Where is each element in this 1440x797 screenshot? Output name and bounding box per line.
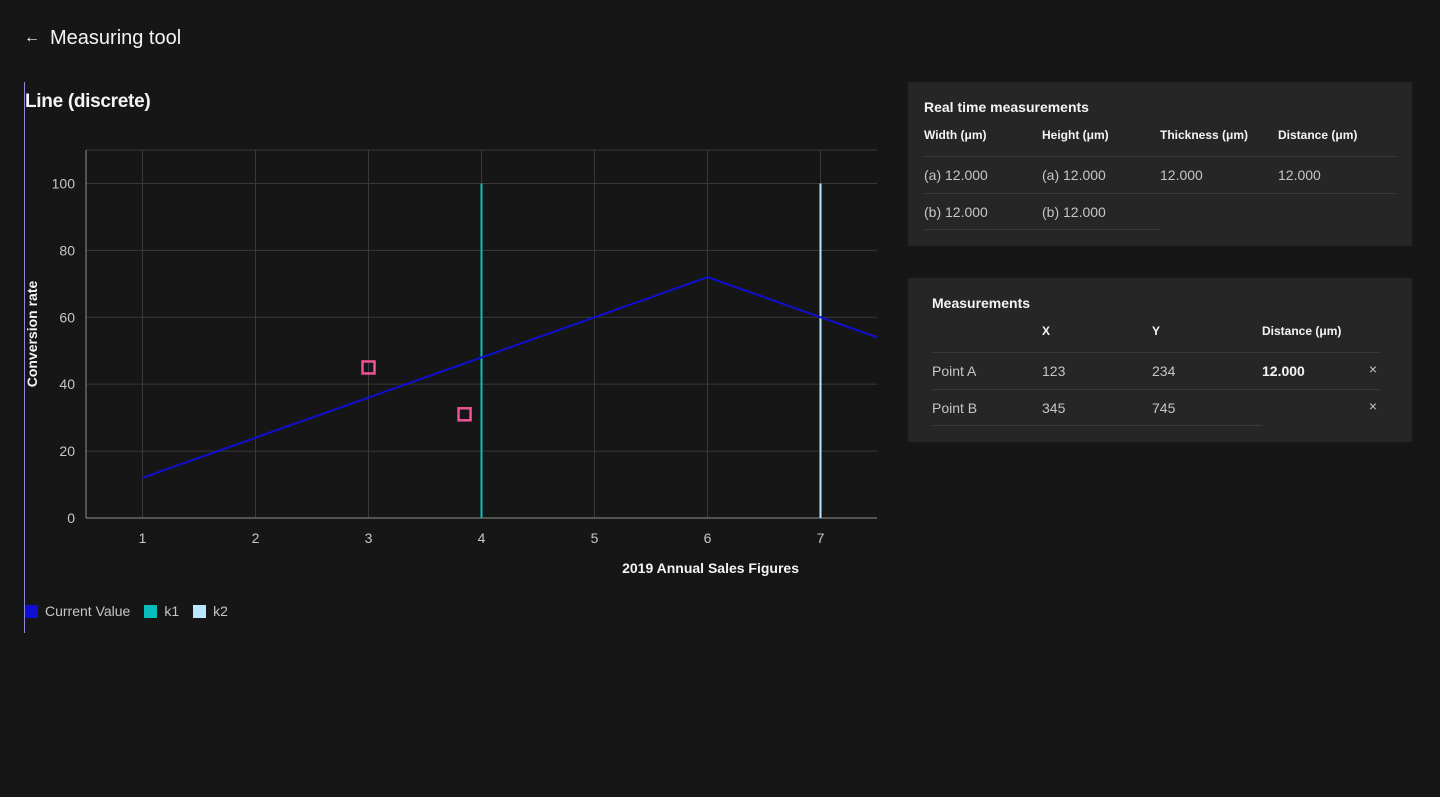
remove-point-b-close-icon[interactable]: × — [1368, 398, 1378, 414]
chart-panel: 0 20 40 60 80 100 1 2 3 4 5 6 7 2019 Annual Sales Fig… — [24, 82, 895, 633]
legend-label-k1: k1 — [164, 603, 180, 619]
header-height: Height (μm) — [1042, 128, 1109, 142]
width-b: (b) 12.000 — [924, 204, 988, 220]
x-tick-label: 3 — [365, 530, 373, 546]
y-tick-label: 20 — [59, 443, 75, 459]
legend-swatch-k2 — [193, 604, 207, 618]
legend-swatch-k1 — [144, 604, 158, 618]
measurements-table: X Y Distance (μm) Point A 123 234 12.000… — [932, 324, 1380, 426]
header-distance: Distance (μm) — [1278, 128, 1358, 142]
table-row: Point A 123 234 12.000 × — [932, 353, 1380, 390]
legend-item-k2[interactable]: k2 — [193, 603, 228, 619]
header-x: X — [1042, 324, 1051, 338]
y-tick-label: 40 — [59, 376, 75, 392]
realtime-measurements-card: Real time measurements Width (μm) Height… — [908, 82, 1412, 246]
x-tick-label: 4 — [478, 530, 486, 546]
x-tick-label: 5 — [591, 530, 599, 546]
remove-point-a-close-icon[interactable]: × — [1368, 361, 1378, 377]
y-tick-label: 80 — [59, 242, 75, 258]
chart-legend: Current Value k1 k2 — [25, 603, 242, 619]
series-line-current-value — [142, 276, 878, 479]
measurements-header-row: X Y Distance (μm) — [932, 324, 1380, 353]
width-a: (a) 12.000 — [924, 167, 988, 183]
table-row: (a) 12.000 (a) 12.000 12.000 12.000 — [924, 157, 1396, 194]
realtime-header-row: Width (μm) Height (μm) Thickness (μm) Di… — [924, 128, 1396, 157]
x-tick-label: 1 — [139, 530, 147, 546]
x-tick-label: 7 — [817, 530, 825, 546]
chart-title: Line (discrete) — [25, 91, 151, 112]
line-chart: 0 20 40 60 80 100 1 2 3 4 5 6 7 2019 Annual Sales Fig… — [24, 149, 878, 576]
measurements-title: Measurements — [932, 295, 1031, 311]
measurement-marker-b — [457, 407, 472, 422]
point-a-label: Point A — [932, 363, 977, 379]
legend-label-current-value: Current Value — [45, 603, 131, 619]
distance-value: 12.000 — [1278, 167, 1321, 183]
table-row: Point B 345 745 × — [932, 390, 1380, 426]
thickness-value: 12.000 — [1160, 167, 1203, 183]
height-a: (a) 12.000 — [1042, 167, 1106, 183]
y-axis-title: Conversion rate — [24, 280, 40, 387]
back-arrow-icon[interactable]: ← — [24, 29, 40, 46]
y-tick-label: 60 — [59, 309, 75, 325]
x-tick-label: 6 — [704, 530, 712, 546]
legend-item-k1[interactable]: k1 — [144, 603, 179, 619]
header-y: Y — [1152, 324, 1161, 338]
table-row: (b) 12.000 (b) 12.000 — [924, 194, 1396, 230]
y-tick-label: 0 — [67, 510, 75, 526]
point-b-x: 345 — [1042, 400, 1066, 416]
measurements-card: Measurements X Y Distance (μm) Point A 1… — [908, 278, 1412, 442]
legend-swatch-current-value — [25, 604, 38, 618]
header-thickness: Thickness (μm) — [1160, 128, 1249, 142]
y-tick-label: 100 — [52, 175, 76, 191]
point-b-y: 745 — [1152, 400, 1176, 416]
header-width: Width (μm) — [924, 128, 987, 142]
page-title: Measuring tool — [50, 27, 182, 49]
point-b-label: Point B — [932, 400, 978, 416]
header: ← Measuring tool — [24, 25, 181, 51]
legend-item-current-value[interactable]: Current Value — [25, 603, 130, 619]
height-b: (b) 12.000 — [1042, 204, 1106, 220]
realtime-title: Real time measurements — [924, 99, 1089, 115]
x-tick-label: 2 — [252, 530, 260, 546]
x-axis-title: 2019 Annual Sales Figures — [622, 560, 799, 576]
point-a-distance: 12.000 — [1262, 363, 1305, 379]
point-a-x: 123 — [1042, 363, 1066, 379]
measurement-marker-a — [361, 360, 376, 375]
realtime-table: Width (μm) Height (μm) Thickness (μm) Di… — [924, 128, 1396, 230]
legend-label-k2: k2 — [213, 603, 228, 619]
point-a-y: 234 — [1152, 363, 1176, 379]
header-distance: Distance (μm) — [1262, 324, 1342, 338]
